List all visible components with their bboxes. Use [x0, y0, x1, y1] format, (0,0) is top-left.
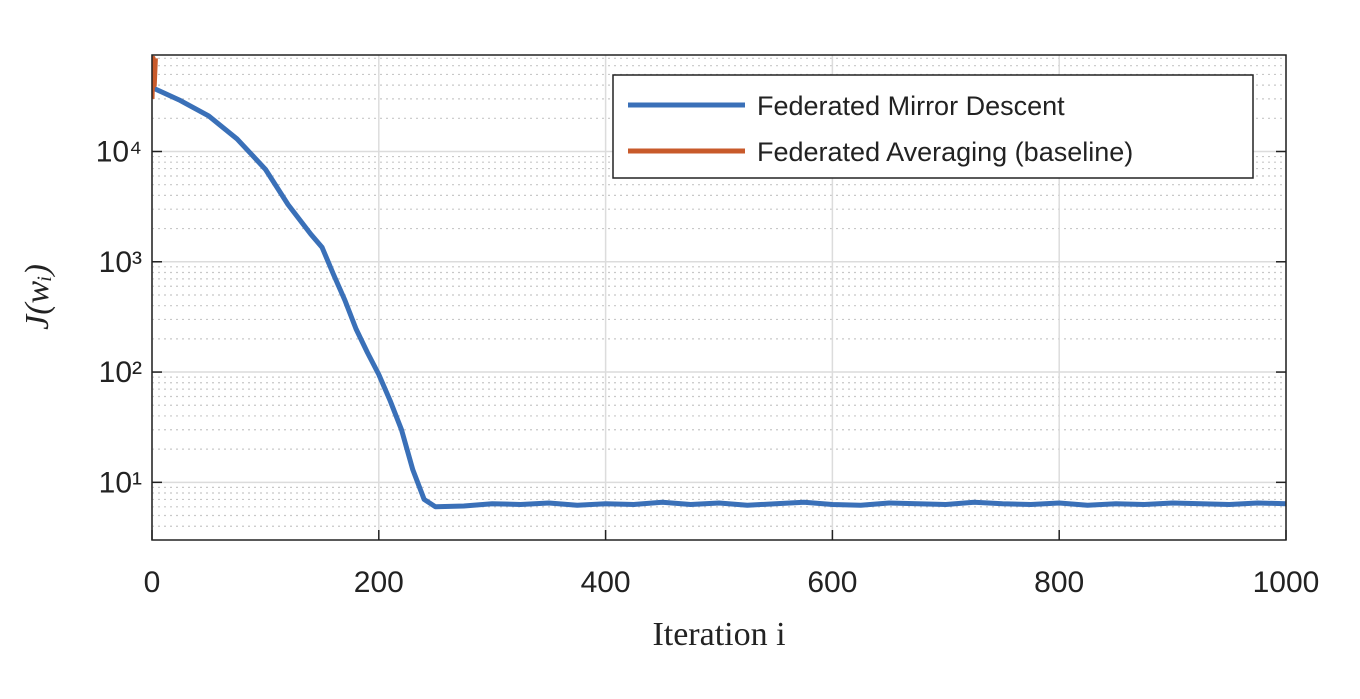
legend-label: Federated Averaging (baseline): [757, 137, 1133, 167]
x-tick-label: 0: [144, 566, 161, 599]
x-tick-label: 600: [807, 566, 857, 599]
y-axis-label: J(wᵢ): [19, 264, 56, 330]
series-line: [152, 85, 1286, 510]
x-tick-label: 400: [581, 566, 631, 599]
x-axis-label: Iteration i: [652, 616, 785, 653]
y-tick-label: 10¹: [99, 466, 142, 499]
x-tick-label: 800: [1034, 566, 1084, 599]
legend-label: Federated Mirror Descent: [757, 91, 1065, 121]
legend: Federated Mirror Descent Federated Averag…: [612, 74, 1254, 179]
plot-frame: [151, 54, 1287, 541]
x-tick-label: 200: [354, 566, 404, 599]
y-tick-label: 10³: [99, 246, 142, 279]
y-tick-label: 10⁴: [96, 136, 142, 169]
x-tick-label: 1000: [1253, 566, 1320, 599]
y-tick-label: 10²: [99, 356, 142, 389]
ticks: 10¹ 10² 10³ 10⁴ 0 200 400 600 800 1000: [96, 136, 1320, 599]
legend-box: [612, 74, 1254, 179]
